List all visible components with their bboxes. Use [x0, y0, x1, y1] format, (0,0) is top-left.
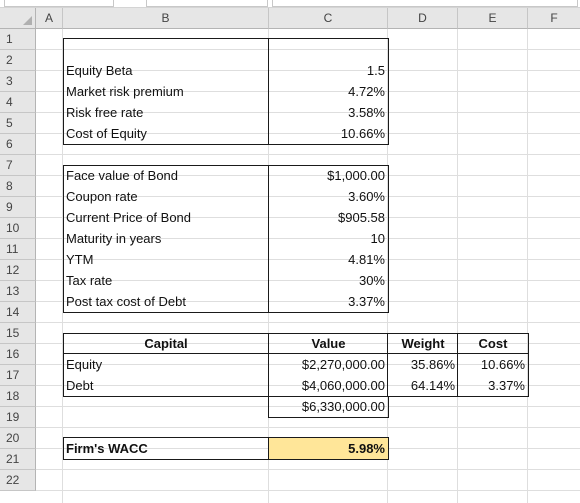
cell-c11[interactable]: 4.81%	[348, 252, 385, 267]
cell-c12[interactable]: 30%	[358, 273, 385, 288]
cell-b20[interactable]: Firm's WACC	[66, 441, 148, 456]
toolbar-control[interactable]	[4, 0, 114, 7]
row-header[interactable]: 10	[0, 218, 36, 239]
cell-b4[interactable]: Risk free rate	[66, 105, 144, 120]
column-header-a[interactable]: A	[36, 8, 63, 29]
select-all-button[interactable]	[0, 8, 36, 29]
row-header[interactable]: 22	[0, 470, 36, 491]
row-header[interactable]: 2	[0, 50, 36, 71]
row-header[interactable]: 15	[0, 323, 36, 344]
formula-bar[interactable]	[272, 0, 578, 7]
cell-b13[interactable]: Post tax cost of Debt	[66, 294, 186, 309]
column-header-f[interactable]: F	[528, 8, 580, 29]
row-header[interactable]: 14	[0, 302, 36, 323]
cell-d16[interactable]: 35.86%	[410, 357, 455, 372]
cell-b12[interactable]: Tax rate	[66, 273, 113, 288]
cell-d15[interactable]: Weight	[401, 336, 445, 351]
cell-b9[interactable]: Current Price of Bond	[66, 210, 192, 225]
row-header[interactable]: 20	[0, 428, 36, 449]
row-header[interactable]: 17	[0, 365, 36, 386]
row-header[interactable]: 1	[0, 29, 36, 50]
row-header[interactable]: 6	[0, 134, 36, 155]
cell-c16[interactable]: $2,270,000.00	[301, 357, 385, 372]
row-header[interactable]: 18	[0, 386, 36, 407]
row-header[interactable]: 8	[0, 176, 36, 197]
cell-c8[interactable]: 3.60%	[348, 189, 385, 204]
column-header-b[interactable]: B	[63, 8, 269, 29]
cell-c7[interactable]: $1,000.00	[327, 168, 385, 183]
cell-b10[interactable]: Maturity in years	[66, 231, 162, 246]
cell-b8[interactable]: Coupon rate	[66, 189, 138, 204]
cell-c9[interactable]: $905.58	[338, 210, 385, 225]
cell-b17[interactable]: Debt	[66, 378, 94, 393]
row-header[interactable]: 3	[0, 71, 36, 92]
cell-b7[interactable]: Face value of Bond	[66, 168, 179, 183]
row-header[interactable]: 9	[0, 197, 36, 218]
column-header-e[interactable]: E	[458, 8, 528, 29]
row-header[interactable]: 19	[0, 407, 36, 428]
cell-c18[interactable]: $6,330,000.00	[301, 399, 385, 414]
select-all-icon	[23, 16, 32, 25]
row-header[interactable]: 16	[0, 344, 36, 365]
ribbon-edge	[0, 0, 580, 8]
cell-b11[interactable]: YTM	[66, 252, 94, 267]
row-header[interactable]: 13	[0, 281, 36, 302]
row-header[interactable]: 5	[0, 113, 36, 134]
row-header[interactable]: 7	[0, 155, 36, 176]
cell-c4[interactable]: 3.58%	[348, 105, 385, 120]
cell-b5[interactable]: Cost of Equity	[66, 126, 147, 141]
cell-b2[interactable]: Equity Beta	[66, 63, 133, 78]
cell-c10[interactable]: 10	[370, 231, 385, 246]
cell-c17[interactable]: $4,060,000.00	[301, 378, 385, 393]
cell-c2[interactable]: 1.5	[366, 63, 385, 78]
row-header[interactable]: 11	[0, 239, 36, 260]
cell-c13[interactable]: 3.37%	[348, 294, 385, 309]
cell-c5[interactable]: 10.66%	[340, 126, 385, 141]
cell-b3[interactable]: Market risk premium	[66, 84, 184, 99]
row-header[interactable]: 12	[0, 260, 36, 281]
cell-c15[interactable]: Value	[311, 336, 346, 351]
row-header[interactable]: 21	[0, 449, 36, 470]
cell-c3[interactable]: 4.72%	[348, 84, 385, 99]
cell-e16[interactable]: 10.66%	[480, 357, 525, 372]
cell-c20[interactable]: 5.98%	[269, 438, 388, 459]
row-header[interactable]: 4	[0, 92, 36, 113]
cell-grid[interactable]	[36, 29, 580, 503]
cell-e15[interactable]: Cost	[478, 336, 508, 351]
column-header-c[interactable]: C	[269, 8, 388, 29]
cell-b16[interactable]: Equity	[66, 357, 103, 372]
cell-d17[interactable]: 64.14%	[410, 378, 455, 393]
toolbar-control[interactable]	[146, 0, 268, 7]
column-header-d[interactable]: D	[388, 8, 458, 29]
cell-e17[interactable]: 3.37%	[488, 378, 525, 393]
cell-b15[interactable]: Capital	[144, 336, 188, 351]
